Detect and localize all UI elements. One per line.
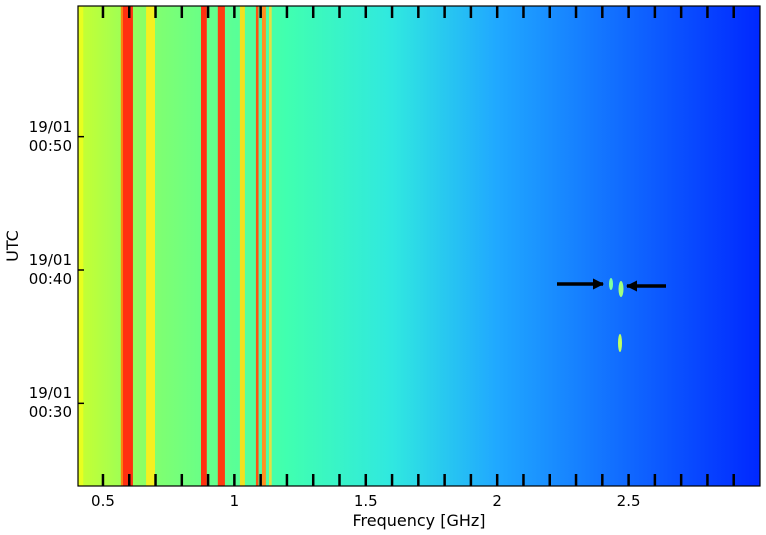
signal-blip <box>618 281 624 297</box>
frequency-band <box>78 6 84 486</box>
x-tick-label: 1.5 <box>354 492 378 510</box>
frequency-band <box>261 6 266 486</box>
y-tick-label: 19/01 00:40 <box>28 251 72 288</box>
x-axis-label: Frequency [GHz] <box>352 511 485 530</box>
signal-blip <box>609 278 613 290</box>
frequency-band <box>146 6 156 486</box>
y-tick-label: 19/01 00:50 <box>28 117 72 155</box>
x-tick-label: 1 <box>230 492 240 510</box>
frequency-band <box>217 6 225 486</box>
signal-blip <box>618 334 622 352</box>
frequency-band <box>200 6 207 486</box>
frequency-band <box>269 6 272 486</box>
frequency-band <box>239 6 245 486</box>
frequency-band <box>120 6 123 486</box>
frequency-band <box>122 6 133 486</box>
x-tick-label: 2 <box>492 492 502 510</box>
frequency-band <box>255 6 259 486</box>
x-tick-label: 2.5 <box>617 492 641 510</box>
x-tick-label: 0.5 <box>91 492 115 510</box>
spectrogram-background <box>78 6 760 486</box>
y-axis-label: UTC <box>3 230 22 262</box>
y-tick-label: 19/01 00:30 <box>28 384 72 422</box>
